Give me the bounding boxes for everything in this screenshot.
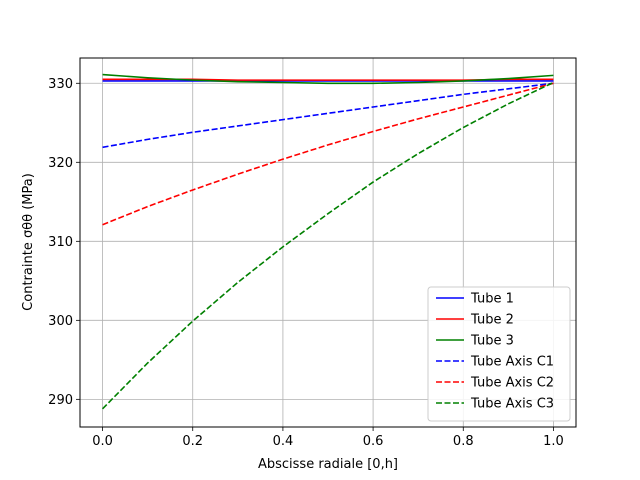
legend-label: Tube Axis C3: [470, 397, 554, 412]
series-line-3: [102, 73, 554, 85]
x-tick-label: 0.0: [92, 434, 113, 449]
y-tick-label: 320: [48, 156, 73, 171]
series-line-4: [102, 82, 554, 149]
y-tick-label: 330: [48, 77, 73, 92]
legend-label: Tube 1: [470, 292, 514, 307]
y-axis-ticks: 290 300 310 320 330: [48, 77, 80, 408]
x-tick-label: 0.6: [363, 434, 384, 449]
legend-label: Tube Axis C2: [470, 376, 554, 391]
x-tick-label: 0.4: [273, 434, 294, 449]
y-tick-label: 310: [48, 235, 73, 250]
series-line-6: [101, 81, 554, 410]
legend-label: Tube 3: [470, 334, 514, 349]
plot-lines: [101, 73, 554, 410]
y-axis-label: Contrainte σθθ (MPa): [21, 173, 36, 311]
x-tick-label: 0.8: [453, 434, 474, 449]
axes-frame: [79, 57, 577, 428]
legend-label: Tube 2: [470, 313, 514, 328]
legend: Tube 1 Tube 2 Tube 3 Tube Axis C1 Tube Axis …: [427, 286, 571, 422]
series-line-5: [102, 82, 554, 226]
x-tick-label: 0.2: [182, 434, 203, 449]
x-axis-ticks: 0.0 0.2 0.4 0.6 0.8 1.0: [92, 427, 564, 449]
legend-label: Tube Axis C1: [470, 355, 554, 370]
y-tick-label: 290: [48, 393, 73, 408]
legend-box: [427, 286, 571, 422]
y-tick-label: 300: [48, 314, 73, 329]
x-axis-label: Abscisse radiale [0,h]: [258, 457, 398, 472]
x-tick-label: 1.0: [543, 434, 564, 449]
